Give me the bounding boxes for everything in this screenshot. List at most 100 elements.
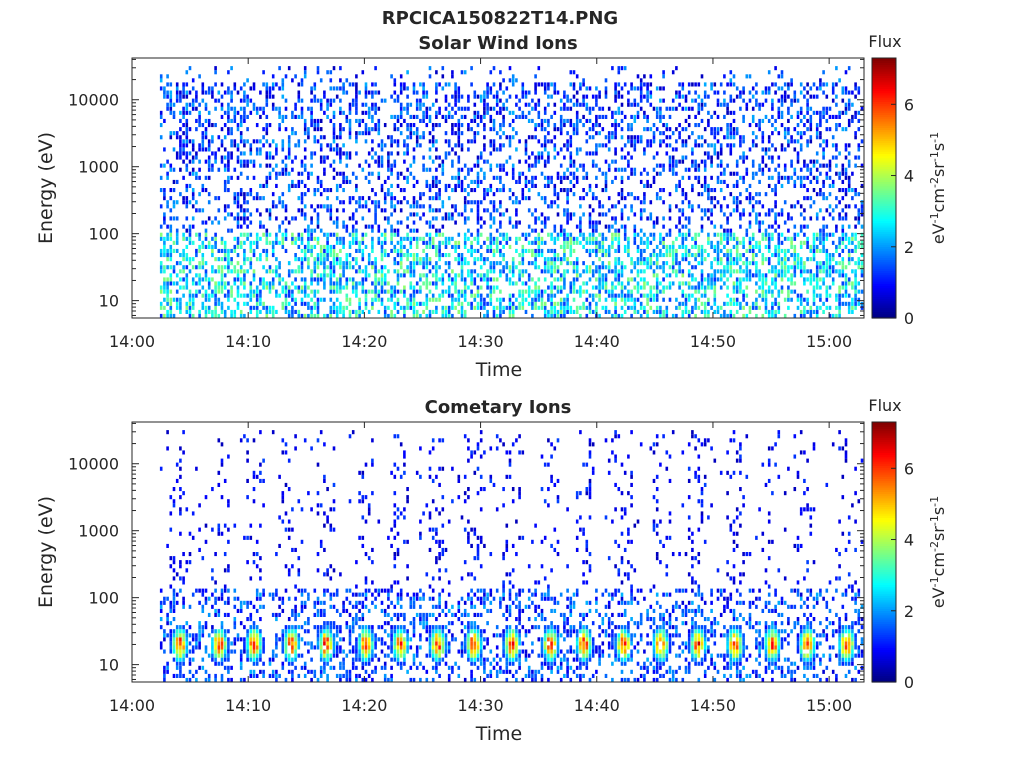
heatmap-cell [713,257,717,262]
heatmap-cell [255,151,259,156]
heatmap-cell [643,114,646,119]
heatmap-cell [339,151,342,156]
heatmap-cell [307,301,310,306]
heatmap-cell [188,313,192,318]
heatmap-cell [623,265,627,270]
heatmap-cell [703,309,707,314]
heatmap-cell [447,110,451,115]
heatmap-cell [630,167,633,172]
heatmap-cell [195,94,198,99]
heatmap-cell [323,269,326,274]
heatmap-cell [428,261,432,266]
heatmap-cell [403,196,406,201]
heatmap-cell [745,261,749,266]
heatmap-cell [543,147,547,152]
heatmap-cell [486,94,489,99]
heatmap-cell [281,94,285,99]
heatmap-cell [204,277,208,282]
heatmap-cell [751,106,755,111]
heatmap-cell [422,167,425,172]
heatmap-cell [777,106,781,111]
heatmap-cell [729,232,733,237]
heatmap-cell [307,228,310,233]
heatmap-cell [495,188,499,193]
heatmap-cell [547,261,550,266]
heatmap-cell [169,163,173,168]
heatmap-cell [566,139,569,144]
heatmap-cell [204,188,208,193]
heatmap-cell [681,244,685,249]
heatmap-cell [550,261,553,266]
heatmap-cell [483,297,486,302]
heatmap-cell [284,301,288,306]
heatmap-cell [774,66,777,71]
heatmap-cell [303,163,307,168]
heatmap-cell [569,248,573,253]
heatmap-cell [630,208,633,213]
heatmap-cell [457,127,461,132]
heatmap-cell [358,297,361,302]
heatmap-cell [697,143,701,148]
heatmap-cell [758,163,761,168]
heatmap-cell [569,236,573,241]
heatmap-cell [428,139,432,144]
heatmap-cell [582,98,585,103]
heatmap-cell [191,257,195,262]
heatmap-cell [275,143,278,148]
heatmap-cell [614,261,617,266]
heatmap-cell [575,110,579,115]
heatmap-cell [780,240,784,245]
heatmap-cell [729,269,733,274]
heatmap-cell [428,183,432,188]
heatmap-cell [556,192,560,197]
heatmap-cell [163,147,166,152]
heatmap-cell [374,106,377,111]
heatmap-cell [572,285,576,290]
heatmap-cell [729,123,733,128]
heatmap-cell [751,301,755,306]
heatmap-cell [748,244,752,249]
heatmap-cell [444,313,448,318]
heatmap-cell [527,273,531,278]
heatmap-cell [572,82,576,87]
heatmap-cell [326,240,329,245]
heatmap-cell [543,200,547,205]
heatmap-cell [188,232,192,237]
heatmap-cell [531,240,534,245]
heatmap-cell [620,188,624,193]
heatmap-cell [175,200,179,205]
heatmap-cell [655,273,659,278]
heatmap-cell [511,110,515,115]
heatmap-cell [723,135,726,140]
heatmap-cell [246,102,249,107]
heatmap-cell [499,309,502,314]
heatmap-cell [243,301,246,306]
heatmap-cell [566,147,569,152]
heatmap-cell [767,236,771,241]
heatmap-cell [716,248,720,253]
heatmap-cell [527,135,531,140]
heatmap-cell [758,248,761,253]
heatmap-cell [479,301,483,306]
heatmap-cell [691,265,694,270]
heatmap-cell [166,90,169,95]
heatmap-cell [179,167,182,172]
heatmap-cell [777,289,781,294]
heatmap-cell [691,131,694,136]
heatmap-cell [639,305,643,310]
heatmap-cell [326,257,329,262]
heatmap-cell [723,171,726,176]
heatmap-cell [236,305,240,310]
heatmap-cell [675,269,678,274]
heatmap-cell [575,74,579,79]
heatmap-cell [220,257,224,262]
heatmap-cell [249,297,253,302]
heatmap-cell [252,139,256,144]
heatmap-cell [739,277,742,282]
heatmap-cell [342,265,345,270]
heatmap-cell [668,285,672,290]
heatmap-cell [239,135,243,140]
heatmap-cell [214,155,217,160]
heatmap-cell [246,216,249,221]
heatmap-cell [527,293,531,298]
